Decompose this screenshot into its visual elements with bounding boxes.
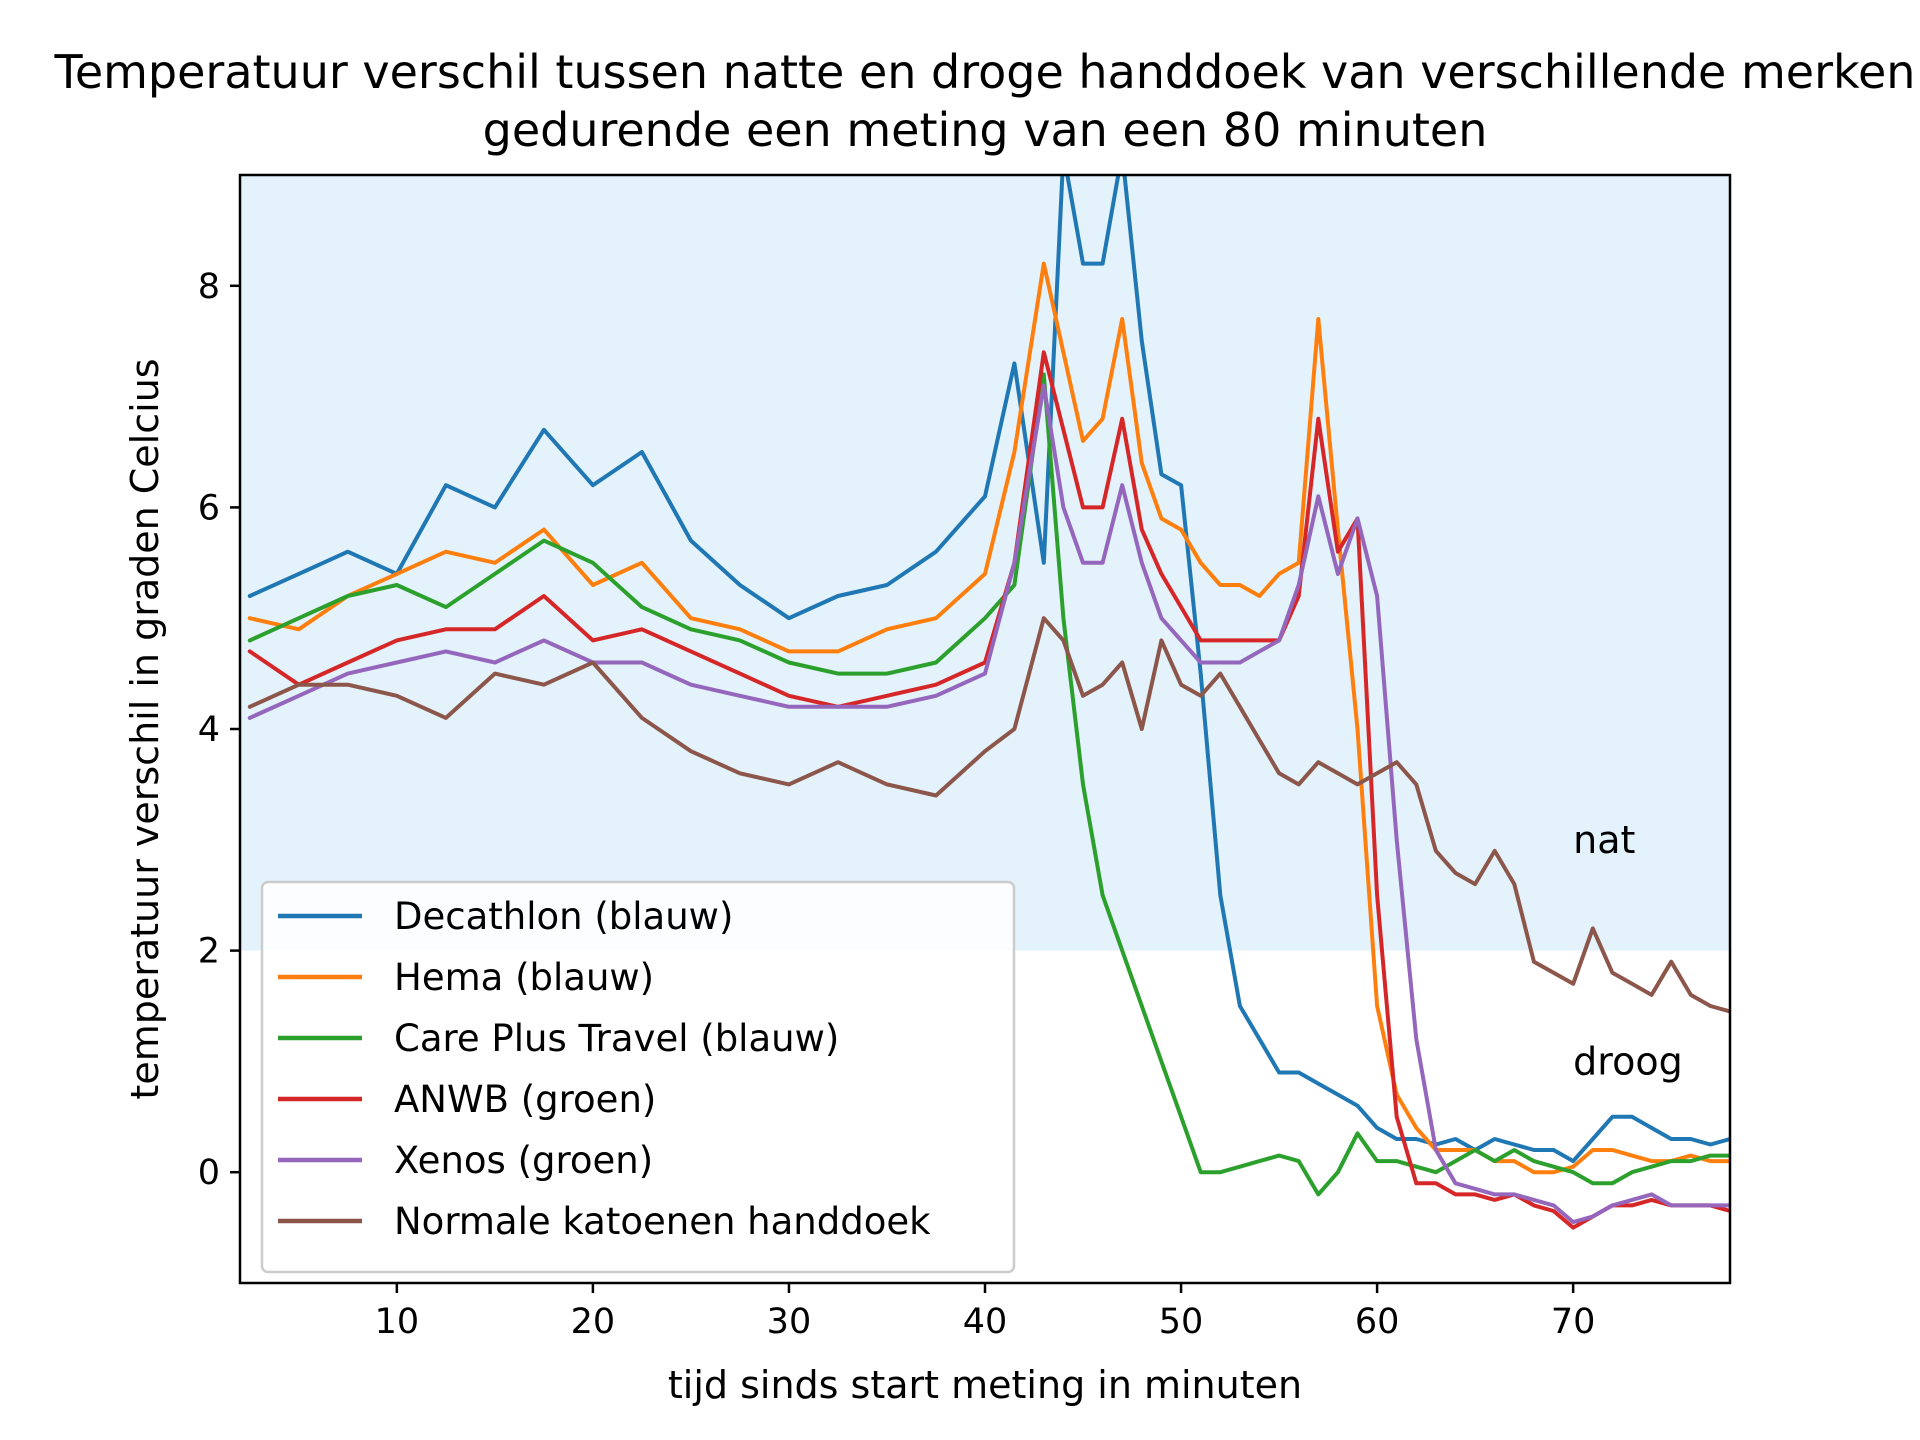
x-tick-label: 60: [1355, 1302, 1400, 1342]
legend-label: ANWB (groen): [394, 1078, 656, 1121]
series-line-1: [247, 175, 1730, 1164]
y-tick-label: 8: [198, 267, 220, 307]
y-tick-label: 2: [198, 932, 220, 972]
x-tick-label: 30: [767, 1302, 812, 1342]
legend: Decathlon (blauw) Hema (blauw) Care Plus T…: [260, 880, 1016, 1274]
x-tick-label: 10: [375, 1302, 420, 1342]
region-nat: [240, 175, 1730, 951]
legend-label: Hema (blauw): [394, 956, 654, 999]
y-axis-label: temperatuur verschil in graden Celcius: [123, 358, 167, 1099]
series-line-6: [247, 616, 1730, 1014]
series-line-5: [247, 383, 1730, 1225]
legend-label: Decathlon (blauw): [394, 895, 733, 938]
series-line-4: [247, 350, 1730, 1230]
x-tick-label: 70: [1551, 1302, 1596, 1342]
x-axis-label: tijd sinds start meting in minuten: [668, 1363, 1302, 1407]
x-tick-label: 40: [963, 1302, 1008, 1342]
series-lines: [247, 175, 1730, 1230]
legend-label: Care Plus Travel (blauw): [394, 1017, 839, 1060]
chart-title-line-2: gedurende een meting van een 80 minuten: [483, 103, 1488, 157]
y-tick-label: 0: [198, 1153, 220, 1193]
y-tick-label: 4: [198, 710, 220, 750]
chart-title-line-1: Temperatuur verschil tussen natte en dro…: [54, 45, 1916, 99]
legend-label: Xenos (groen): [394, 1139, 653, 1182]
region-label-droog: droog: [1573, 1039, 1683, 1083]
x-axis-ticks: 10 20 30 40 50 60 70: [375, 1283, 1596, 1342]
y-tick-label: 6: [198, 488, 220, 528]
legend-label: Normale katoenen handdoek: [394, 1200, 931, 1243]
series-line-3: [247, 372, 1730, 1197]
x-tick-label: 20: [571, 1302, 616, 1342]
region-label-nat: nat: [1573, 818, 1635, 862]
legend-box: [260, 880, 1016, 1274]
x-tick-label: 50: [1159, 1302, 1204, 1342]
y-axis-ticks: 0 2 4 6 8: [198, 267, 240, 1193]
region-labels: nat droog: [1573, 818, 1683, 1084]
